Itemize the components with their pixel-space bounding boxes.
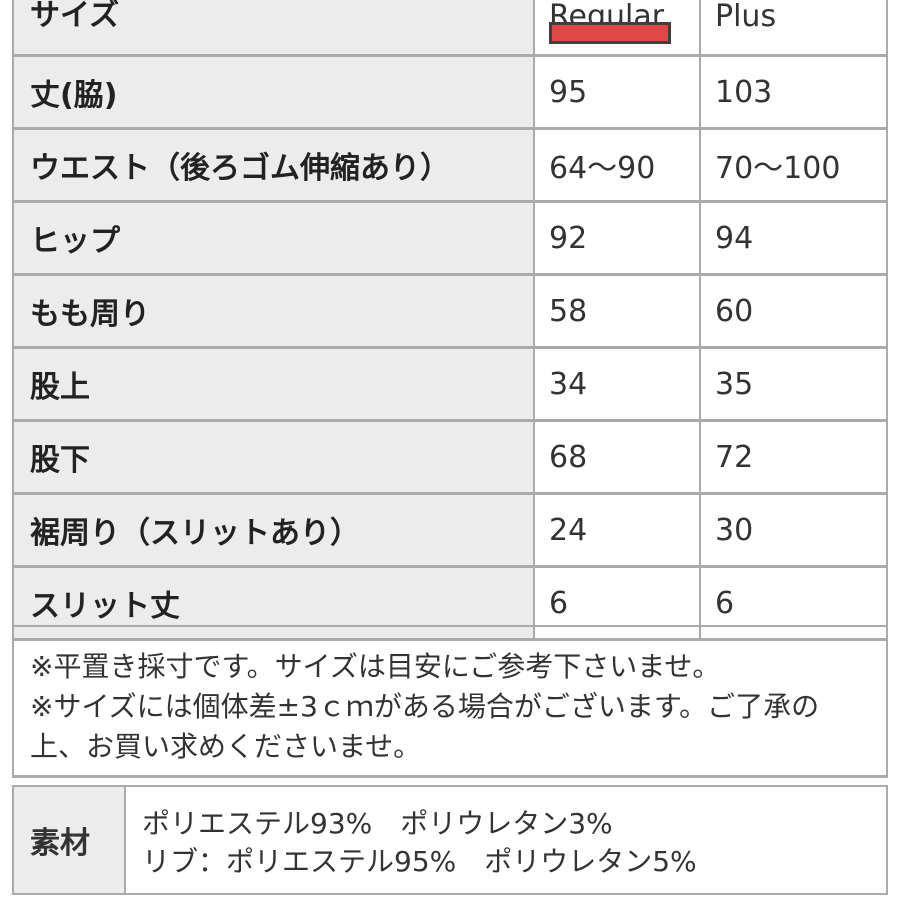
note-line-2: ※サイズには個体差±3ｃｍがある場合がございます。ご了承の上、お買い求めください… xyxy=(30,690,820,763)
regular-value: 24 xyxy=(535,495,701,568)
plus-value: 94 xyxy=(701,203,888,276)
table-row: 丈(脇) 95 103 xyxy=(14,57,888,130)
table-row: 股上 34 35 xyxy=(14,349,888,422)
note-line-1: ※平置き採寸です。サイズは目安にご参考下さいませ。 xyxy=(30,650,721,683)
plus-value: 6 xyxy=(701,568,888,641)
header-label: サイズ xyxy=(14,0,535,57)
row-label: ヒップ xyxy=(14,203,535,276)
material-line-1: ポリエステル93% ポリウレタン3% xyxy=(142,807,613,840)
table-row: もも周り 58 60 xyxy=(14,276,888,349)
header-plus: Plus xyxy=(701,0,888,57)
plus-value: 60 xyxy=(701,276,888,349)
size-table-container: サイズ Regular Plus 丈(脇) 95 103 ウエスト（後ろゴム伸縮あり）… xyxy=(12,0,888,641)
table-row: ウエスト（後ろゴム伸縮あり） 64〜90 70〜100 xyxy=(14,130,888,203)
red-highlight-marker xyxy=(549,22,671,44)
plus-value: 70〜100 xyxy=(701,130,888,203)
regular-value: 95 xyxy=(535,57,701,130)
regular-value: 58 xyxy=(535,276,701,349)
regular-value: 92 xyxy=(535,203,701,276)
row-label: 丈(脇) xyxy=(14,57,535,130)
row-label: スリット丈 xyxy=(14,568,535,641)
note-box: ※平置き採寸です。サイズは目安にご参考下さいませ。 ※サイズには個体差±3ｃｍが… xyxy=(12,625,888,778)
row-label: もも周り xyxy=(14,276,535,349)
size-table: サイズ Regular Plus 丈(脇) 95 103 ウエスト（後ろゴム伸縮あり）… xyxy=(12,0,888,641)
table-row: 裾周り（スリットあり） 24 30 xyxy=(14,495,888,568)
regular-value: 68 xyxy=(535,422,701,495)
table-header-row: サイズ Regular Plus xyxy=(14,0,888,57)
regular-value: 34 xyxy=(535,349,701,422)
row-label: 裾周り（スリットあり） xyxy=(14,495,535,568)
table-row: ヒップ 92 94 xyxy=(14,203,888,276)
row-label: 股上 xyxy=(14,349,535,422)
row-label: 股下 xyxy=(14,422,535,495)
plus-value: 72 xyxy=(701,422,888,495)
material-box: 素材 ポリエステル93% ポリウレタン3% リブ：ポリエステル95% ポリウレタ… xyxy=(12,785,888,895)
regular-value: 6 xyxy=(535,568,701,641)
plus-value: 35 xyxy=(701,349,888,422)
table-row: 股下 68 72 xyxy=(14,422,888,495)
row-label: ウエスト（後ろゴム伸縮あり） xyxy=(14,130,535,203)
table-row: スリット丈 6 6 xyxy=(14,568,888,641)
plus-value: 103 xyxy=(701,57,888,130)
material-label: 素材 xyxy=(14,787,126,893)
material-value: ポリエステル93% ポリウレタン3% リブ：ポリエステル95% ポリウレタン5% xyxy=(126,787,713,893)
regular-value: 64〜90 xyxy=(535,130,701,203)
material-line-2: リブ：ポリエステル95% ポリウレタン5% xyxy=(142,845,697,878)
plus-value: 30 xyxy=(701,495,888,568)
